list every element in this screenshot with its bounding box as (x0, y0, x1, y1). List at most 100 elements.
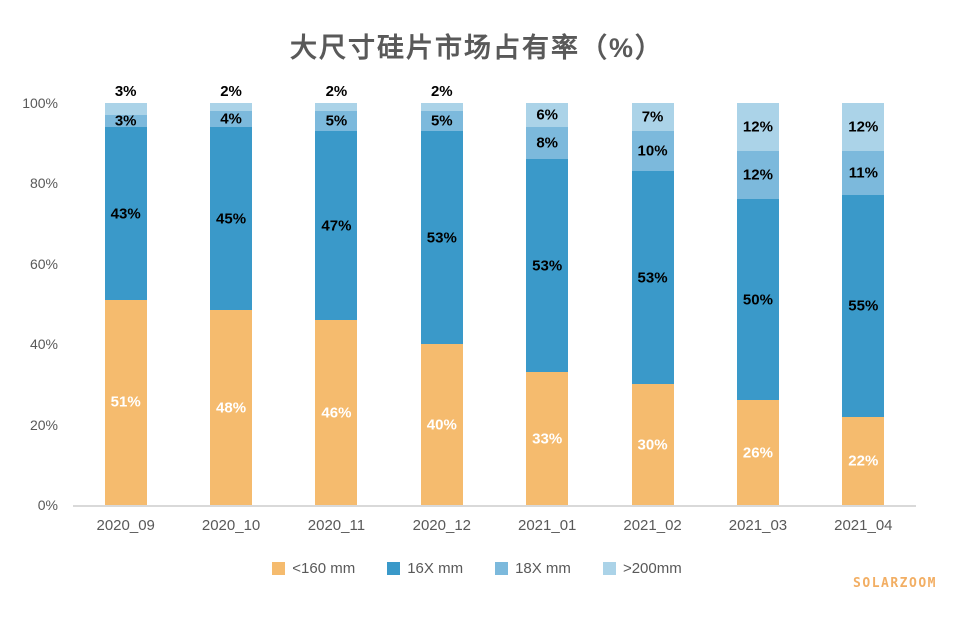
legend-label: >200mm (622, 560, 682, 577)
bar-segment: 47% (315, 131, 358, 321)
bar-slot: 22% 55% 11% 12% (811, 103, 916, 505)
y-axis-tick: 0% (37, 497, 58, 513)
x-axis-label: 2020_12 (412, 517, 472, 534)
watermark-text: SOLARZOOM (853, 576, 937, 591)
data-label: 51% (110, 393, 141, 411)
data-label: 47% (321, 217, 352, 235)
x-axis-label: 2020_10 (201, 517, 261, 534)
legend-label: 16X mm (407, 560, 464, 577)
x-axis-label: 2021_02 (623, 517, 682, 534)
data-label: 50% (742, 291, 773, 309)
bar-segment: 4% (210, 110, 253, 128)
bar-segment (104, 103, 147, 116)
data-label-outside: 3% (114, 83, 137, 100)
bar-column-2021_01: 33% 53% 8% 6% (526, 103, 569, 505)
data-label: 55% (848, 297, 879, 315)
data-label-outside: 2% (220, 83, 242, 100)
bar-column-2020_09: 51% 43% 3% 3% (104, 83, 147, 505)
data-label: 8% (536, 134, 559, 152)
bar-slot: 46% 47% 5% 2% (284, 83, 389, 505)
bar-segment: 50% (736, 199, 779, 401)
data-label: 3% (114, 112, 137, 130)
data-label: 26% (742, 444, 773, 462)
y-axis-tick: 40% (29, 336, 58, 353)
bar-column-2021_04: 22% 55% 11% 12% (842, 103, 885, 505)
y-axis-tick: 20% (29, 416, 58, 433)
data-label: 12% (742, 166, 773, 184)
data-label: 7% (641, 108, 664, 126)
bar-segment: 8% (526, 127, 569, 160)
bar-segment: 6% (526, 103, 569, 128)
bar-segment: 53% (631, 171, 674, 385)
data-label: 5% (325, 112, 348, 130)
bar-segment: 7% (631, 103, 674, 132)
bar-segment: 46% (315, 320, 358, 505)
bar-slot: 48% 45% 4% 2% (178, 83, 283, 505)
data-label: 46% (321, 404, 352, 422)
bar-column-2020_10: 48% 45% 4% 2% (210, 83, 253, 505)
legend: <160 mm 16X mm 18X mm >200mm (0, 560, 954, 577)
data-label: 40% (426, 416, 457, 434)
data-label: 45% (216, 210, 247, 228)
bar-column-2020_11: 46% 47% 5% 2% (315, 83, 358, 505)
bar-segment: 53% (420, 131, 463, 345)
y-axis-tick: 80% (29, 175, 58, 192)
bar-slot: 26% 50% 12% 12% (705, 103, 810, 505)
bar-segment: 55% (842, 195, 885, 417)
bar-segment: 5% (420, 111, 463, 132)
bar-segment: 43% (104, 127, 147, 300)
bar-segment: 53% (526, 159, 569, 373)
bar-slot: 33% 53% 8% 6% (495, 103, 600, 505)
legend-swatch-icon (387, 562, 401, 575)
bar-slot: 51% 43% 3% 3% (73, 83, 178, 505)
x-axis-label: 2020_09 (96, 517, 155, 534)
data-label-outside: 2% (325, 83, 348, 100)
data-label: 22% (848, 452, 879, 470)
legend-item: <160 mm (272, 560, 355, 577)
data-label: 53% (532, 257, 563, 275)
bar-segment: 22% (842, 416, 885, 505)
bar-segment: 30% (631, 384, 674, 505)
data-label: 30% (637, 436, 668, 454)
legend-swatch-icon (272, 562, 286, 575)
y-axis-tick: 60% (29, 255, 58, 272)
bar-slot: 40% 53% 5% 2% (389, 83, 494, 505)
bar-segment: 10% (631, 131, 674, 172)
bar-segment (420, 103, 463, 112)
data-label: 12% (742, 118, 773, 136)
chart-title: 大尺寸硅片市场占有率（%） (289, 33, 664, 63)
data-label: 5% (430, 112, 453, 130)
bar-segment (315, 103, 358, 112)
data-label: 53% (426, 229, 457, 247)
legend-swatch-icon (495, 562, 509, 575)
x-axis-label: 2020_11 (307, 517, 366, 534)
data-label-outside: 2% (430, 83, 453, 100)
y-axis-tick: 100% (22, 95, 58, 111)
bar-segment: 11% (842, 151, 885, 196)
data-label: 43% (110, 205, 141, 223)
data-label: 33% (532, 430, 563, 448)
bar-segment: 33% (526, 372, 569, 505)
bar-column-2021_03: 26% 50% 12% 12% (736, 103, 779, 505)
bar-segment: 12% (736, 151, 779, 200)
legend-item: >200mm (602, 560, 682, 577)
legend-label: <160 mm (292, 560, 356, 577)
bar-segment: 3% (104, 112, 147, 130)
bar-segment: 51% (104, 299, 147, 505)
data-label: 48% (216, 399, 247, 417)
bar-segment: 5% (315, 111, 358, 132)
legend-item: 16X mm (387, 560, 463, 577)
data-label: 10% (637, 142, 668, 160)
bar-column-2020_12: 40% 53% 5% 2% (420, 83, 463, 505)
bar-segment: 12% (736, 103, 779, 152)
bar-slot: 30% 53% 10% 7% (600, 103, 705, 505)
plot-area: 51% 43% 3% 3% 48% 45% 4% 2% 46% 47% 5% 2% 40% 53% 5% 2%… (73, 83, 916, 507)
legend-swatch-icon (602, 562, 616, 575)
x-axis-label: 2021_03 (728, 517, 788, 534)
bar-segment: 40% (420, 344, 463, 505)
legend-item: 18X mm (495, 560, 571, 577)
bar-column-2021_02: 30% 53% 10% 7% (631, 103, 674, 505)
data-label: 4% (220, 110, 242, 128)
y-axis: 0% 20% 40% 60% 80% 100% (0, 95, 58, 513)
